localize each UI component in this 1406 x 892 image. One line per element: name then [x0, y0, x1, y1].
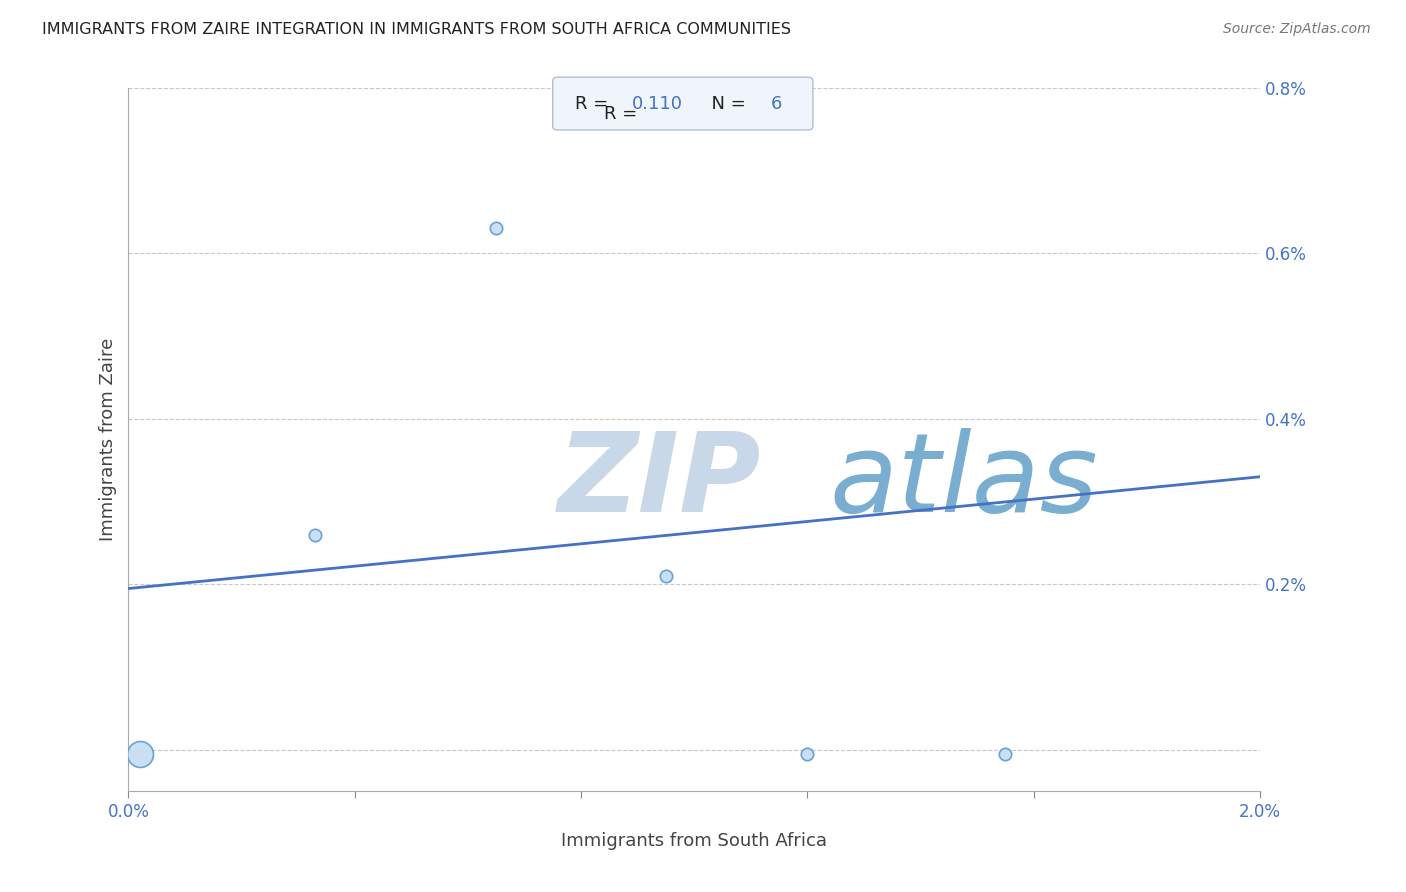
Text: N =: N =	[700, 95, 751, 112]
Text: R =: R =	[575, 95, 614, 112]
Point	[128, 747, 150, 761]
Text: Source: ZipAtlas.com: Source: ZipAtlas.com	[1223, 22, 1371, 37]
Text: 6: 6	[770, 95, 782, 112]
Text: IMMIGRANTS FROM ZAIRE INTEGRATION IN IMMIGRANTS FROM SOUTH AFRICA COMMUNITIES: IMMIGRANTS FROM ZAIRE INTEGRATION IN IMM…	[42, 22, 792, 37]
Point	[655, 569, 678, 583]
Point	[485, 221, 508, 235]
Point	[994, 747, 1017, 761]
Point	[796, 747, 818, 761]
FancyBboxPatch shape	[553, 78, 813, 130]
Point	[304, 527, 326, 541]
Text: ZIP: ZIP	[558, 428, 762, 535]
Text: R =: R =	[603, 105, 643, 123]
X-axis label: Immigrants from South Africa: Immigrants from South Africa	[561, 832, 827, 850]
Text: 0.110: 0.110	[631, 95, 683, 112]
Y-axis label: Immigrants from Zaire: Immigrants from Zaire	[100, 338, 117, 541]
Text: atlas: atlas	[830, 428, 1098, 535]
